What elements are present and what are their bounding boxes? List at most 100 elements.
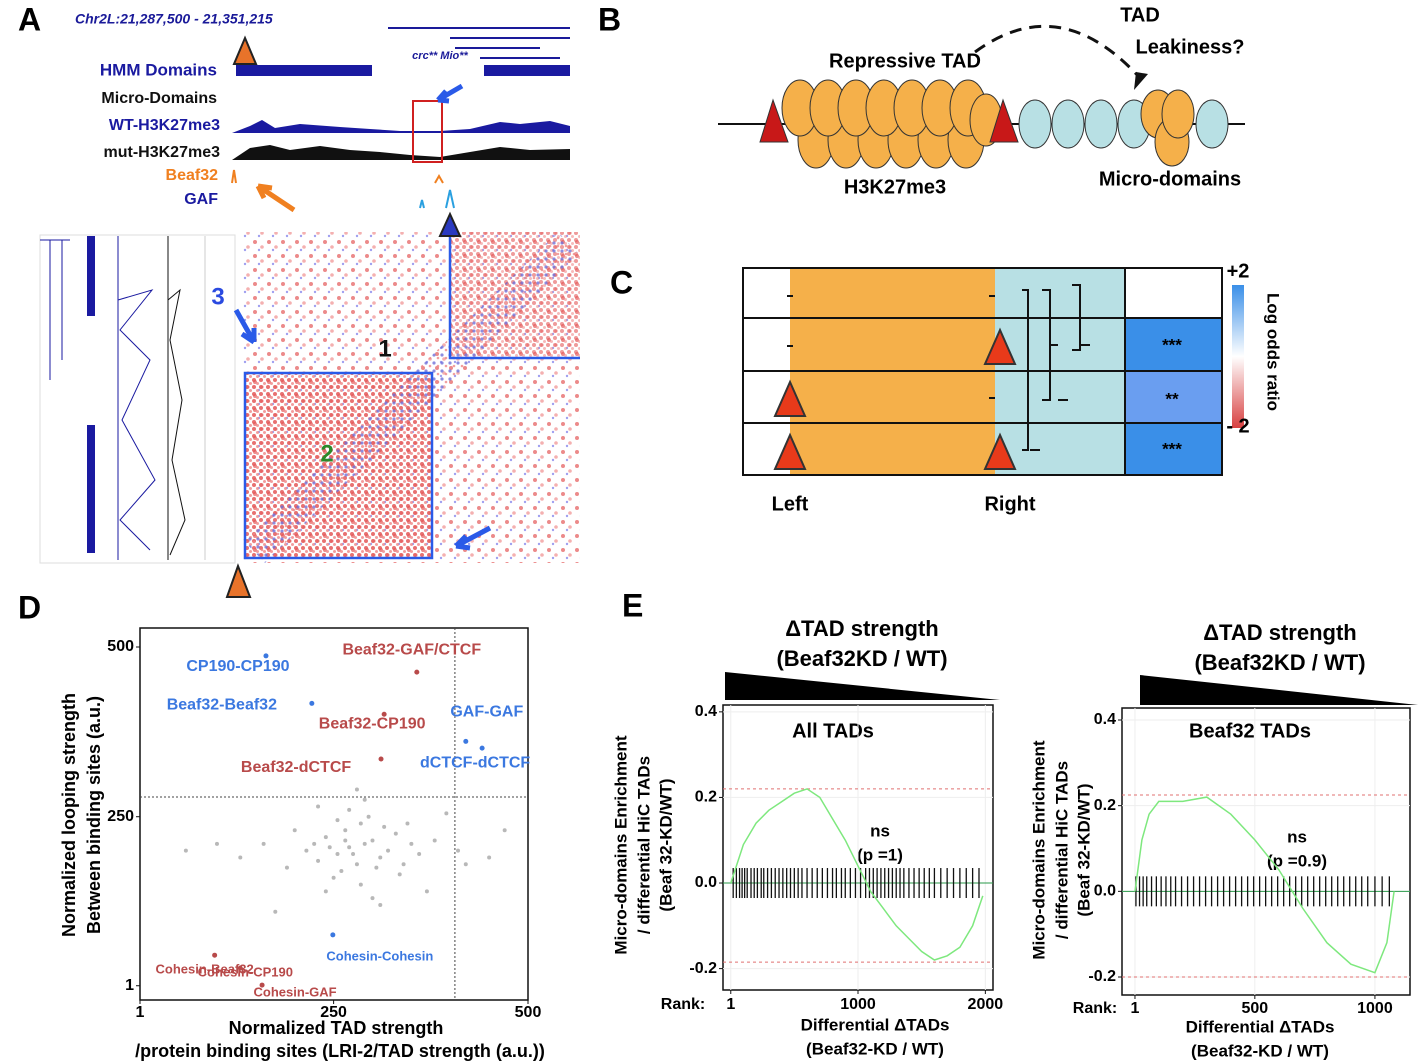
label: TAD <box>1120 4 1160 26</box>
domain-bar <box>484 65 570 76</box>
point <box>354 862 359 867</box>
point <box>214 841 219 846</box>
y-axis-label: (Beaf 32-KD/WT) <box>656 778 675 911</box>
header: ΔTAD strength <box>785 616 939 641</box>
point <box>378 902 383 907</box>
point-label: Beaf32-GAF/CTCF <box>342 641 481 658</box>
point <box>237 965 243 971</box>
point <box>316 858 321 863</box>
point <box>414 669 420 675</box>
x-axis-label: /protein binding sites (LRI-2/TAD streng… <box>135 1041 545 1061</box>
significance: *** <box>1162 439 1182 458</box>
locus: Chr2L:21,287,500 - 21,351,215 <box>75 11 273 27</box>
point <box>424 889 429 894</box>
point-label: Beaf32-CP190 <box>319 715 426 732</box>
gene-label: crc** Mio** <box>412 50 468 62</box>
header: ΔTAD strength <box>1203 620 1357 645</box>
x-axis-label: (Beaf32-KD / WT) <box>806 1039 944 1058</box>
arrow <box>255 183 296 213</box>
panel-letter: C <box>610 264 633 300</box>
y-tick-label: 0.0 <box>1094 883 1116 900</box>
boundary-marker <box>232 35 258 65</box>
point <box>316 804 321 809</box>
point <box>259 982 265 988</box>
point-label: Cohesin-CP190 <box>198 965 293 980</box>
point <box>362 797 367 802</box>
vertical-tracks <box>39 234 236 564</box>
nucleosomes <box>781 79 1003 169</box>
point-label: dCTCF-dCTCF <box>420 754 530 771</box>
enrichment-line <box>730 788 984 961</box>
point <box>401 862 406 867</box>
boundary-marker <box>225 563 252 598</box>
point <box>304 848 309 853</box>
point <box>323 835 328 840</box>
point <box>309 700 315 706</box>
y-tick-label: -0.2 <box>689 960 717 977</box>
arrow-head <box>1134 72 1148 90</box>
panel-a: A Chr2L:21,287,500 - 21,351,215 crc** Mi… <box>18 1 580 598</box>
x-axis-label: Differential ΔTADs <box>1186 1017 1335 1036</box>
point <box>273 909 278 914</box>
y-tick-label: 0.0 <box>695 874 717 891</box>
y-axis-label: / differential HiC TADs <box>1052 761 1071 939</box>
rank-prefix: Rank: <box>661 996 705 1013</box>
chart-title: All TADs <box>792 720 874 742</box>
y-tick-label: 0.2 <box>695 789 717 806</box>
point <box>456 848 461 853</box>
point-label: Cohesin-Beaf32 <box>156 962 254 977</box>
domain-bar <box>236 65 372 76</box>
point-label: Cohesin-Cohesin <box>326 948 433 963</box>
track-label: GAF <box>184 191 218 208</box>
track-label: Micro-Domains <box>101 90 217 107</box>
signal-track <box>419 189 455 209</box>
x-tick-label: 2000 <box>968 996 1004 1013</box>
point <box>284 865 289 870</box>
point <box>444 811 449 816</box>
point <box>263 653 269 659</box>
rank-prefix: Rank: <box>1073 1000 1117 1017</box>
point <box>409 841 414 846</box>
point <box>327 845 332 850</box>
y-tick-label: 0.2 <box>1094 797 1116 814</box>
panel-letter: A <box>18 1 41 37</box>
signal-track <box>232 120 570 133</box>
label: Leakiness? <box>1136 36 1245 58</box>
y-tick-label: -0.2 <box>1088 968 1116 985</box>
point <box>378 855 383 860</box>
point <box>212 952 218 958</box>
significance: *** <box>1162 335 1182 354</box>
point <box>487 855 492 860</box>
colorbar-title: Log odds ratio <box>1264 293 1283 411</box>
label: Right <box>984 493 1035 515</box>
point <box>378 756 384 762</box>
y-axis-label: Micro-domains Enrichment <box>611 735 630 954</box>
x-tick-label: 500 <box>1241 1000 1268 1017</box>
y-axis-label: Micro-domains Enrichment <box>1029 740 1048 959</box>
x-tick-label: 1 <box>136 1004 145 1021</box>
point <box>366 814 371 819</box>
label: Micro-domains <box>1099 168 1241 190</box>
hic-map <box>243 232 580 563</box>
x-axis-label: (Beaf32-KD / WT) <box>1191 1041 1329 1060</box>
x-tick-label: 250 <box>320 1004 347 1021</box>
point <box>381 711 387 717</box>
gene-models <box>388 27 570 59</box>
table-grid <box>742 267 1223 476</box>
colorbar-label: +2 <box>1227 260 1250 282</box>
point <box>323 889 328 894</box>
point <box>382 824 387 829</box>
micro-domain <box>1140 89 1195 167</box>
plot-frame <box>1121 707 1411 996</box>
x-tick-label: 500 <box>515 1004 542 1021</box>
arrow <box>454 525 492 551</box>
annotation: ns <box>1287 827 1307 846</box>
point <box>370 896 375 901</box>
point <box>261 841 266 846</box>
point <box>183 848 188 853</box>
y-tick-label: 0.4 <box>695 703 717 720</box>
point <box>397 872 402 877</box>
y-axis-label: / differential HiC TADs <box>634 756 653 934</box>
annotation: (p =0.9) <box>1267 851 1327 870</box>
